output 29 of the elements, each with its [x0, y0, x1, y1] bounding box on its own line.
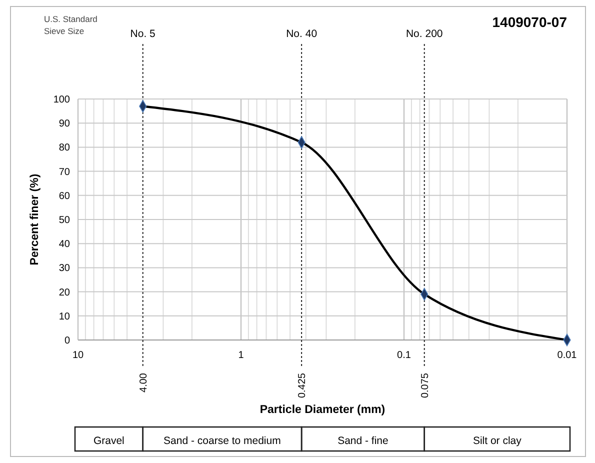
text: 0.075	[420, 372, 431, 398]
y-tick-label: 70	[58, 166, 70, 178]
y-axis-title: Percent finer (%)	[29, 174, 41, 266]
text: 4.00	[138, 372, 150, 392]
chart-title: 1409070-07	[492, 14, 568, 30]
text: U.S. Standard Sieve Size	[44, 14, 98, 36]
x-tick-label: 0.1	[397, 350, 412, 361]
y-tick-label: 10	[58, 311, 70, 322]
text: Silt or clay	[472, 435, 522, 447]
y-tick-label: 50	[58, 215, 70, 226]
text: Sand - fine	[338, 435, 389, 447]
y-tick-label: 90	[58, 118, 70, 130]
ref-line-label: No. 5	[130, 28, 156, 40]
x-tick-label: 10	[72, 350, 84, 361]
y-tick-label: 0	[64, 336, 70, 346]
ref-line-label: No. 40	[286, 28, 318, 40]
text: Sand - coarse to medium	[164, 435, 282, 447]
text: Gravel	[93, 435, 124, 447]
x-tick-label: 1	[238, 350, 244, 361]
x-axis-title: Particle Diameter (mm)	[260, 404, 386, 416]
y-tick-label: 60	[58, 190, 70, 202]
text: 0.425	[297, 372, 308, 398]
y-tick-label: 100	[53, 94, 70, 106]
y-tick-label: 30	[58, 263, 70, 274]
ref-line-label: No. 200	[406, 28, 443, 40]
y-tick-label: 80	[58, 142, 70, 154]
y-tick-label: 40	[58, 239, 70, 250]
x-tick-label: 0.01	[557, 350, 578, 361]
y-tick-label: 20	[58, 287, 70, 298]
